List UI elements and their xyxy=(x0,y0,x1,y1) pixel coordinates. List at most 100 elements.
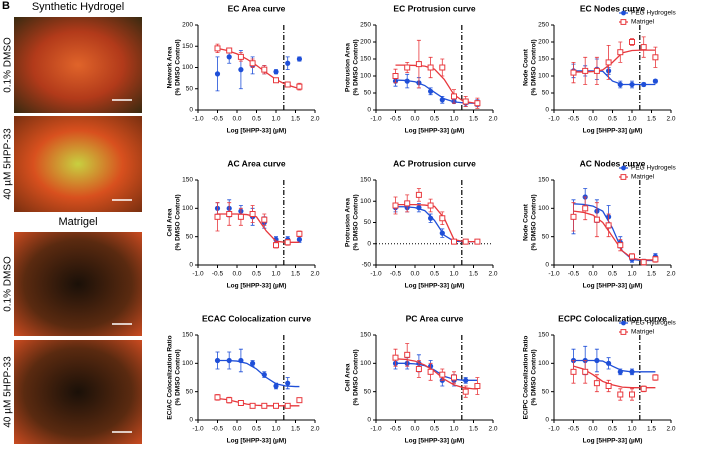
y-tick-label: 150 xyxy=(538,56,549,63)
y-tick-label: 100 xyxy=(182,64,193,71)
x-tick-label: -1.0 xyxy=(370,271,382,278)
y-tick-label: 100 xyxy=(360,360,371,367)
data-point xyxy=(474,100,481,107)
legend-label: PEG Hydrogels xyxy=(631,165,677,172)
legend-label: Matrigel xyxy=(631,19,655,26)
y-axis-label: Cell Area xyxy=(345,363,352,391)
data-point xyxy=(237,213,244,220)
data-point xyxy=(606,360,612,366)
data-point xyxy=(427,202,434,209)
x-tick-label: 2.0 xyxy=(310,116,319,123)
legend-marker xyxy=(620,329,627,335)
data-point xyxy=(273,402,279,409)
micrograph xyxy=(14,340,142,444)
y-axis-label: (% DMSO Control) xyxy=(175,39,182,95)
x-tick-label: -0.5 xyxy=(568,116,580,123)
data-point xyxy=(416,205,422,211)
micrograph xyxy=(14,116,142,212)
data-point xyxy=(296,397,303,404)
y-tick-label: 150 xyxy=(360,332,371,339)
data-point xyxy=(582,368,589,375)
x-tick-label: 1.5 xyxy=(291,116,300,123)
y-tick-label: 150 xyxy=(360,177,371,184)
fit-curve xyxy=(217,359,300,388)
data-point xyxy=(226,54,232,60)
x-tick-label: 2.0 xyxy=(310,271,319,278)
x-axis-label: Log [5HPP-33] (µM) xyxy=(227,128,287,135)
data-point xyxy=(273,77,279,84)
x-tick-label: 1.0 xyxy=(627,116,636,123)
y-tick-label: 150 xyxy=(360,56,371,63)
y-tick-label: 100 xyxy=(182,205,193,212)
data-point xyxy=(617,391,624,398)
data-point xyxy=(629,369,635,375)
data-point xyxy=(593,67,600,74)
data-point xyxy=(582,205,589,212)
data-point xyxy=(238,67,244,73)
data-point xyxy=(415,366,422,372)
x-axis-label: Log [5HPP-33] (µM) xyxy=(227,283,287,290)
x-tick-label: 2.0 xyxy=(488,271,497,278)
x-tick-label: 1.5 xyxy=(469,271,478,278)
data-point xyxy=(261,372,267,378)
y-tick-label: 200 xyxy=(182,22,193,29)
data-point xyxy=(593,380,600,387)
x-tick-label: 1.0 xyxy=(449,116,458,123)
data-point xyxy=(404,64,411,71)
x-tick-label: 2.0 xyxy=(666,426,675,433)
data-point xyxy=(392,202,399,209)
data-point xyxy=(226,47,233,54)
y-tick-label: 0 xyxy=(189,107,193,114)
data-point xyxy=(250,360,256,366)
x-tick-label: 0.5 xyxy=(430,271,439,278)
x-axis-label: Log [5HPP-33] (µM) xyxy=(405,283,465,290)
data-point xyxy=(474,383,481,389)
x-tick-label: -0.5 xyxy=(390,426,402,433)
x-tick-label: 0.0 xyxy=(410,116,419,123)
data-point xyxy=(226,397,233,404)
x-axis-label: Log [5HPP-33] (µM) xyxy=(583,438,643,445)
x-tick-label: 1.0 xyxy=(627,271,636,278)
x-tick-label: 0.5 xyxy=(430,116,439,123)
y-axis-label: Protrusion Area xyxy=(345,43,352,92)
data-point xyxy=(214,213,221,220)
x-tick-label: -1.0 xyxy=(548,271,560,278)
x-tick-label: 1.5 xyxy=(647,116,656,123)
x-tick-label: 1.5 xyxy=(469,116,478,123)
micrograph xyxy=(14,232,142,336)
row-label: 40 µM 5HPP-33 xyxy=(3,128,14,200)
legend-marker xyxy=(621,10,626,16)
x-tick-label: 0.0 xyxy=(588,426,597,433)
x-tick-label: 0.5 xyxy=(608,271,617,278)
x-tick-label: 1.5 xyxy=(291,426,300,433)
data-point xyxy=(652,54,659,61)
data-point xyxy=(214,45,221,52)
y-tick-label: 50 xyxy=(186,388,194,395)
x-tick-label: -0.5 xyxy=(568,271,580,278)
data-point xyxy=(640,385,647,392)
data-point xyxy=(237,53,244,60)
y-axis-label: (% DMSO Control) xyxy=(175,349,182,405)
x-axis-label: Log [5HPP-33] (µM) xyxy=(583,128,643,135)
x-tick-label: -1.0 xyxy=(192,426,204,433)
x-tick-label: -0.5 xyxy=(568,426,580,433)
y-tick-label: 250 xyxy=(538,22,549,29)
x-tick-label: 0.5 xyxy=(252,116,261,123)
fit-curve xyxy=(573,210,656,261)
row-label: 0.1% DMSO xyxy=(3,256,14,312)
data-point xyxy=(273,383,279,389)
x-tick-label: -0.5 xyxy=(390,116,402,123)
data-point xyxy=(284,81,291,88)
x-tick-label: 2.0 xyxy=(488,426,497,433)
data-point xyxy=(640,259,647,266)
data-point xyxy=(427,368,434,375)
y-tick-label: 150 xyxy=(538,332,549,339)
x-tick-label: 0.5 xyxy=(252,271,261,278)
y-tick-label: 50 xyxy=(364,388,372,395)
data-point xyxy=(594,357,600,364)
legend-label: Matrigel xyxy=(631,174,655,181)
data-point xyxy=(652,78,659,84)
data-point xyxy=(226,211,233,217)
fit-curve xyxy=(573,203,656,262)
y-tick-label: 0 xyxy=(367,417,371,424)
